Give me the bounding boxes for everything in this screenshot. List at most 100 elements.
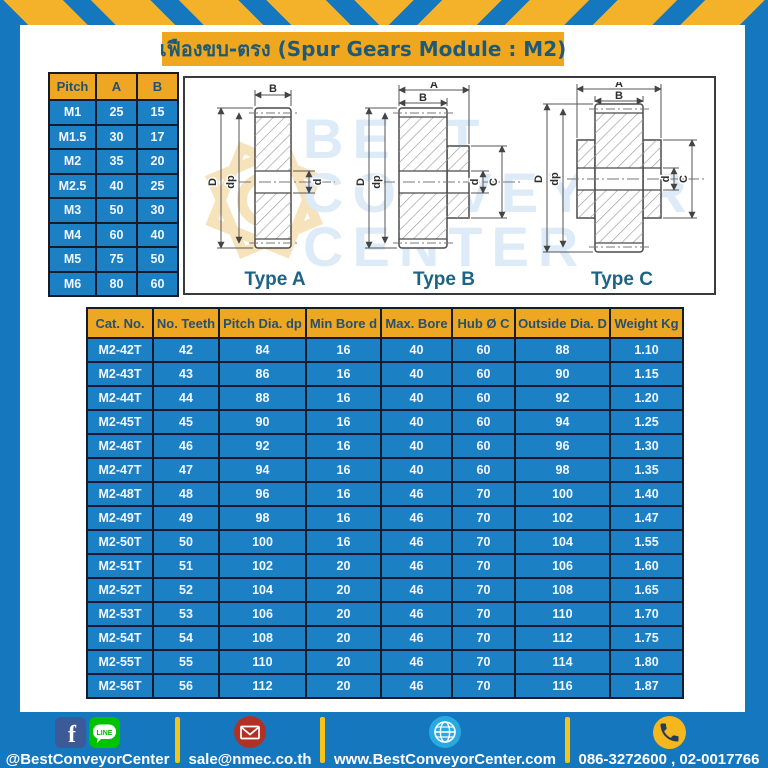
dim-label-d: d [469,179,481,186]
gear-type-c-drawing: A B D dp [533,82,705,253]
footer-email-address[interactable]: sale@nmec.co.th [188,751,312,768]
table-cell: 1.25 [609,409,684,435]
table-cell: 50 [152,529,220,555]
table-cell: 1.10 [609,337,684,363]
table-row: M2-45T 45 90 16 40 60 94 1.25 [86,409,684,435]
table-cell: 20 [305,649,382,675]
table-cell: 16 [305,481,382,507]
table-cell: M3 [48,197,97,224]
table-cell: 15 [136,99,179,126]
footer-social[interactable]: f LINE @BestConveyorCenter [0,712,175,768]
table-cell: M2.5 [48,172,97,199]
table-cell: 46 [380,625,453,651]
table-cell: M2-51T [86,553,154,579]
sheet: เฟืองขบ-ตรง (Spur Gears Module : M2) Pit… [20,25,745,712]
table-cell: 96 [218,481,307,507]
table-cell: 110 [514,601,611,627]
table-cell: 100 [514,481,611,507]
table-cell: 46 [380,505,453,531]
footer-social-handle[interactable]: @BestConveyorCenter [5,751,170,768]
table-cell: 1.15 [609,361,684,387]
header-row: Pitch A B [48,72,179,101]
table-cell: 17 [136,123,179,150]
table-cell: 80 [95,270,138,297]
table-cell: 75 [95,246,138,273]
email-icon[interactable] [233,715,267,749]
table-cell: 92 [218,433,307,459]
table-row: M2-48T 48 96 16 46 70 100 1.40 [86,481,684,507]
table-cell: 46 [380,673,453,699]
table-cell: 102 [514,505,611,531]
table-cell: 46 [380,553,453,579]
footer-phone[interactable]: 086-3272600 , 02-0017766 [570,712,768,768]
dim-label-dp: dp [225,175,237,189]
table-row: M2-54T 54 108 20 46 70 112 1.75 [86,625,684,651]
column-header: Weight Kg [609,307,684,339]
table-cell: 40 [380,409,453,435]
globe-icon[interactable] [428,715,462,749]
footer-phone-numbers[interactable]: 086-3272600 , 02-0017766 [578,751,760,768]
table-cell: 1.60 [609,553,684,579]
dim-label-d: d [312,179,324,186]
table-cell: M2-50T [86,529,154,555]
table-cell: 16 [305,505,382,531]
table-cell: 70 [451,481,516,507]
table-cell: 20 [305,553,382,579]
gear-type-a-drawing: B D dp d [206,82,335,249]
table-row: M1 25 15 [48,99,179,126]
table-cell: M2-44T [86,385,154,411]
line-icon[interactable]: LINE [89,716,120,748]
column-header: No. Teeth [152,307,220,339]
table-cell: 1.20 [609,385,684,411]
footer-website-url[interactable]: www.BestConveyorCenter.com [333,751,556,768]
table-cell: 20 [305,601,382,627]
contact-footer: f LINE @BestConveyorCenter sa [0,712,768,768]
gear-diagram-panel: BEST CONVEYOR CENTER [183,76,716,295]
table-row: M3 50 30 [48,197,179,224]
table-cell: 84 [218,337,307,363]
table-cell: M2-53T [86,601,154,627]
table-cell: 94 [514,409,611,435]
page-title-box: เฟืองขบ-ตรง (Spur Gears Module : M2) [159,32,567,66]
table-cell: 70 [451,577,516,603]
table-cell: 45 [152,409,220,435]
table-cell: 1.35 [609,457,684,483]
table-cell: 46 [380,577,453,603]
page-title: เฟืองขบ-ตรง (Spur Gears Module : M2) [159,37,567,61]
table-cell: 20 [136,148,179,175]
table-cell: 70 [451,625,516,651]
pitch-table: Pitch A B M1 25 15 M1.5 30 17 M2 35 20 M2.5 40 25 M3 50… [48,72,179,297]
table-cell: M2-54T [86,625,154,651]
table-row: M2-56T 56 112 20 46 70 116 1.87 [86,673,684,699]
table-cell: 52 [152,577,220,603]
table-cell: 102 [218,553,307,579]
footer-website[interactable]: www.BestConveyorCenter.com [325,712,565,768]
table-cell: M5 [48,246,97,273]
table-cell: 30 [136,197,179,224]
table-cell: 60 [95,221,138,248]
dim-label-c: C [678,175,690,183]
table-cell: 20 [305,625,382,651]
table-cell: M2-47T [86,457,154,483]
table-row: M6 80 60 [48,270,179,297]
gear-type-a-label: Type A [244,269,306,290]
table-cell: 16 [305,385,382,411]
table-cell: 98 [514,457,611,483]
column-header: A [95,72,138,101]
footer-email[interactable]: sale@nmec.co.th [180,712,320,768]
phone-icon[interactable] [652,715,687,750]
table-cell: 42 [152,337,220,363]
table-cell: 70 [451,649,516,675]
table-cell: M2-42T [86,337,154,363]
table-row: M2 35 20 [48,148,179,175]
table-cell: 60 [451,457,516,483]
table-cell: 35 [95,148,138,175]
table-cell: 47 [152,457,220,483]
table-cell: 1.75 [609,625,684,651]
footer-divider [565,717,570,763]
table-cell: 70 [451,673,516,699]
table-cell: M2-55T [86,649,154,675]
facebook-icon[interactable]: f [55,716,86,748]
table-cell: 16 [305,457,382,483]
